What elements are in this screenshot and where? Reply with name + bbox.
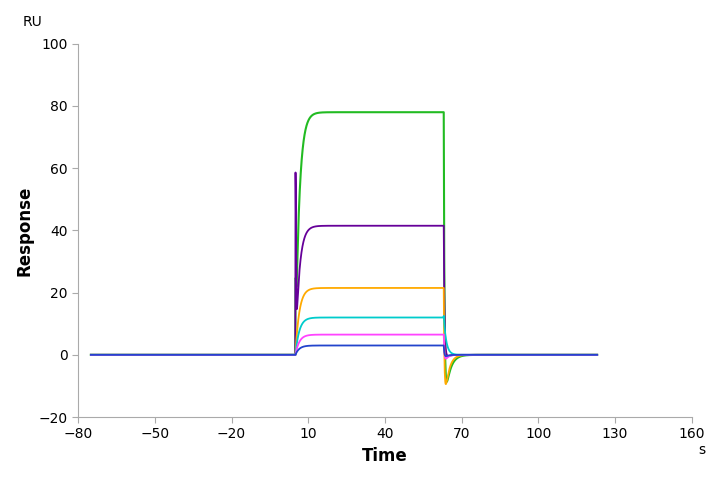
Text: RU: RU	[23, 15, 42, 29]
X-axis label: Time: Time	[362, 447, 408, 465]
Text: s: s	[698, 443, 705, 457]
Y-axis label: Response: Response	[15, 185, 33, 276]
